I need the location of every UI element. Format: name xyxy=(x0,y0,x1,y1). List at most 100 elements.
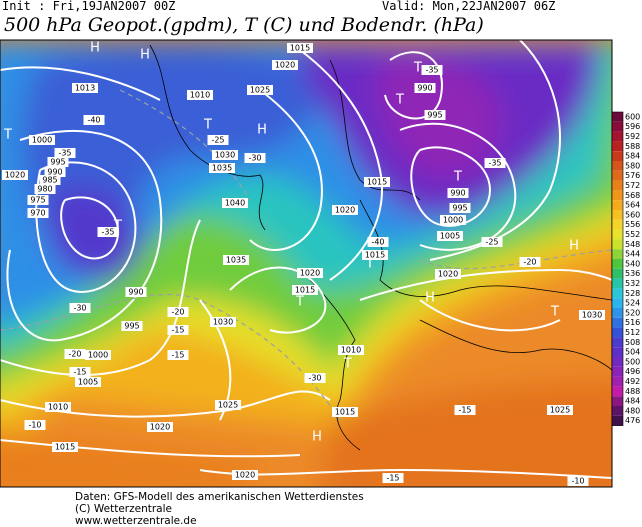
colorbar-swatch xyxy=(612,406,623,416)
label-box xyxy=(449,203,471,213)
colorbar-label: 580 xyxy=(625,161,640,170)
contour-label: 1035 xyxy=(226,256,246,265)
pressure-center: H xyxy=(257,123,267,138)
label-box xyxy=(247,85,273,95)
label-box xyxy=(447,188,469,198)
contour-label: 1020 xyxy=(300,269,320,278)
label-box xyxy=(364,177,390,187)
colorbar-label: 496 xyxy=(625,367,640,376)
contour-label: 995 xyxy=(452,204,467,213)
contour-label: 1005 xyxy=(440,232,460,241)
pressure-center: T xyxy=(203,118,212,133)
label-box xyxy=(454,405,476,415)
label-box xyxy=(97,227,119,237)
contour-label: -35 xyxy=(488,159,501,168)
pressure-center: H xyxy=(425,291,435,306)
colorbar-label: 508 xyxy=(625,338,640,347)
contour-label: 1015 xyxy=(55,443,75,452)
contour-label: 1013 xyxy=(75,84,95,93)
colorbar-swatch xyxy=(612,249,623,259)
colorbar-label: 568 xyxy=(625,191,640,200)
colorbar-swatch xyxy=(612,131,623,142)
contour-label: -20 xyxy=(523,258,536,267)
colorbar-label: 600 xyxy=(625,112,640,121)
colorbar-label: 552 xyxy=(625,230,640,239)
colorbar-label: 584 xyxy=(625,152,640,161)
contour-label: 990 xyxy=(417,84,432,93)
contour-label: 980 xyxy=(37,185,52,194)
label-box xyxy=(54,148,76,158)
footer-line: (C) Wetterzentrale xyxy=(75,503,172,515)
label-box xyxy=(382,473,404,483)
contour-label: -25 xyxy=(211,136,224,145)
colorbar-label: 564 xyxy=(625,201,640,210)
init-time: Init : Fri,19JAN2007 00Z xyxy=(2,0,175,13)
contour-label: 995 xyxy=(427,111,442,120)
label-box xyxy=(362,250,388,260)
contour-label: 1005 xyxy=(78,378,98,387)
pressure-center: T xyxy=(343,357,352,372)
contour-label: -30 xyxy=(248,154,261,163)
isotherms xyxy=(0,89,612,421)
label-box xyxy=(222,198,248,208)
contour-label: -20 xyxy=(68,350,81,359)
colorbar-label: 576 xyxy=(625,171,640,180)
pressure-center: H xyxy=(312,430,322,445)
contour-label: 1025 xyxy=(218,401,238,410)
label-box xyxy=(27,208,49,218)
label-box xyxy=(297,268,323,278)
colorbar-swatch xyxy=(612,170,623,181)
colorbar-label: 560 xyxy=(625,210,640,219)
colorbar-label: 476 xyxy=(625,416,640,425)
contour-label: 1020 xyxy=(235,471,255,480)
pressure-center: T xyxy=(550,305,559,320)
colorbar-swatch xyxy=(612,121,623,132)
contour-label: 1010 xyxy=(190,91,210,100)
colorbar-label: 528 xyxy=(625,289,640,298)
label-box xyxy=(2,170,28,180)
label-box xyxy=(481,237,503,247)
colorbar-swatch xyxy=(612,298,623,308)
contour-label: -30 xyxy=(308,374,321,383)
colorbar-label: 548 xyxy=(625,240,640,249)
colorbar: 6005965925885845805765725685645605565525… xyxy=(611,111,640,426)
contour-label: 1025 xyxy=(550,406,570,415)
label-box xyxy=(167,307,189,317)
label-box xyxy=(304,373,326,383)
colorbar-label: 572 xyxy=(625,181,640,190)
pressure-center: T xyxy=(295,295,304,310)
label-box xyxy=(210,317,236,327)
label-box xyxy=(338,345,364,355)
contour-label: 1000 xyxy=(443,216,463,225)
colorbar-swatch xyxy=(612,190,623,201)
label-box xyxy=(75,377,101,387)
label-box xyxy=(292,285,318,295)
contour-label: -10 xyxy=(28,421,41,430)
colorbar-swatch xyxy=(612,337,623,348)
colorbar-label: 488 xyxy=(625,387,640,396)
pressure-center: H xyxy=(90,41,100,56)
contour-label: 1030 xyxy=(582,311,602,320)
colorbar-label: 556 xyxy=(625,220,640,229)
label-box xyxy=(579,310,605,320)
colorbar-swatch xyxy=(612,396,623,406)
contour-label: -15 xyxy=(171,351,184,360)
contour-label: 1040 xyxy=(225,199,245,208)
colorbar-frame xyxy=(611,111,624,426)
label-box xyxy=(27,195,49,205)
contour-label: 1020 xyxy=(438,270,458,279)
contour-label: -20 xyxy=(171,308,184,317)
label-box xyxy=(69,303,91,313)
colorbar-label: 536 xyxy=(625,269,640,278)
contour-label: -15 xyxy=(458,406,471,415)
colorbar-label: 500 xyxy=(625,357,640,366)
colorbar-label: 512 xyxy=(625,328,640,337)
contour-label: 1015 xyxy=(365,251,385,260)
colorbar-swatch xyxy=(612,200,623,210)
label-box xyxy=(64,349,86,359)
pressure-center: T xyxy=(3,128,12,143)
colorbar-swatch xyxy=(612,386,623,397)
contour-label: -25 xyxy=(485,238,498,247)
